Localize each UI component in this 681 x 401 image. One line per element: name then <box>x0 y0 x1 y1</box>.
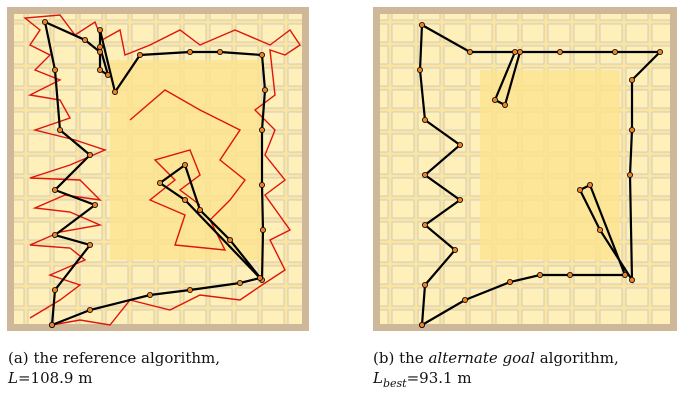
waypoint <box>97 27 102 32</box>
waypoint <box>217 49 222 54</box>
waypoint <box>182 162 187 167</box>
waypoint <box>259 182 264 187</box>
waypoint <box>259 127 264 132</box>
waypoint <box>462 297 467 302</box>
waypoint <box>422 172 427 177</box>
waypoint <box>137 52 142 57</box>
waypoint <box>87 307 92 312</box>
waypoint <box>587 182 592 187</box>
waypoint <box>422 222 427 227</box>
page: (a) the reference algorithm, L=108.9 m (… <box>0 0 681 401</box>
waypoint <box>187 287 192 292</box>
waypoint <box>422 117 427 122</box>
waypoint <box>629 77 634 82</box>
waypoint <box>52 67 57 72</box>
waypoint <box>622 272 627 277</box>
symbol: L <box>8 369 18 387</box>
waypoint <box>537 272 542 277</box>
waypoint <box>197 207 202 212</box>
waypoint <box>419 322 424 327</box>
waypoint <box>82 37 87 42</box>
waypoint <box>182 197 187 202</box>
waypoint <box>262 87 267 92</box>
caption-b: (b) the alternate goal algorithm, Lbest=… <box>373 348 678 394</box>
waypoint <box>227 237 232 242</box>
waypoint <box>87 242 92 247</box>
waypoint <box>452 247 457 252</box>
value: =93.1 m <box>407 369 472 387</box>
waypoint <box>577 187 582 192</box>
panel-b <box>373 7 677 331</box>
symbol: L <box>373 369 383 387</box>
caption-text: the reference algorithm, <box>33 349 220 367</box>
emphasis: alternate goal <box>428 349 534 367</box>
waypoint <box>417 67 422 72</box>
caption-text: the <box>399 349 424 367</box>
waypoint <box>507 279 512 284</box>
waypoint <box>502 102 507 107</box>
value: =108.9 m <box>18 369 93 387</box>
waypoint <box>57 127 62 132</box>
caption-text: algorithm, <box>540 349 619 367</box>
caption-a: (a) the reference algorithm, L=108.9 m <box>8 348 313 388</box>
waypoint <box>52 287 57 292</box>
waypoint <box>87 152 92 157</box>
waypoint <box>567 272 572 277</box>
waypoint <box>259 52 264 57</box>
waypoint <box>42 19 47 24</box>
waypoint <box>105 72 110 77</box>
figure <box>0 0 681 340</box>
waypoint <box>422 282 427 287</box>
waypoint <box>612 49 617 54</box>
waypoint <box>52 187 57 192</box>
waypoint <box>492 97 497 102</box>
waypoint <box>457 142 462 147</box>
waypoint <box>52 232 57 237</box>
waypoint <box>49 322 54 327</box>
waypoint <box>467 49 472 54</box>
waypoint <box>629 127 634 132</box>
waypoint <box>237 280 242 285</box>
waypoint <box>557 49 562 54</box>
waypoint <box>157 180 162 185</box>
waypoint <box>257 275 262 280</box>
waypoint <box>187 49 192 54</box>
waypoint <box>419 22 424 27</box>
waypoint <box>92 202 97 207</box>
waypoint <box>512 49 517 54</box>
waypoint <box>597 227 602 232</box>
label: (b) <box>373 349 394 367</box>
waypoint <box>517 49 522 54</box>
waypoint <box>112 89 117 94</box>
waypoint <box>97 67 102 72</box>
waypoint <box>97 49 102 54</box>
waypoint <box>97 44 102 49</box>
waypoint <box>457 197 462 202</box>
waypoint <box>657 49 662 54</box>
waypoint <box>629 277 634 282</box>
subscript: best <box>383 377 407 390</box>
waypoint <box>627 172 632 177</box>
waypoint <box>260 227 265 232</box>
label: (a) <box>8 349 29 367</box>
waypoint <box>147 292 152 297</box>
panel-a <box>7 7 309 331</box>
